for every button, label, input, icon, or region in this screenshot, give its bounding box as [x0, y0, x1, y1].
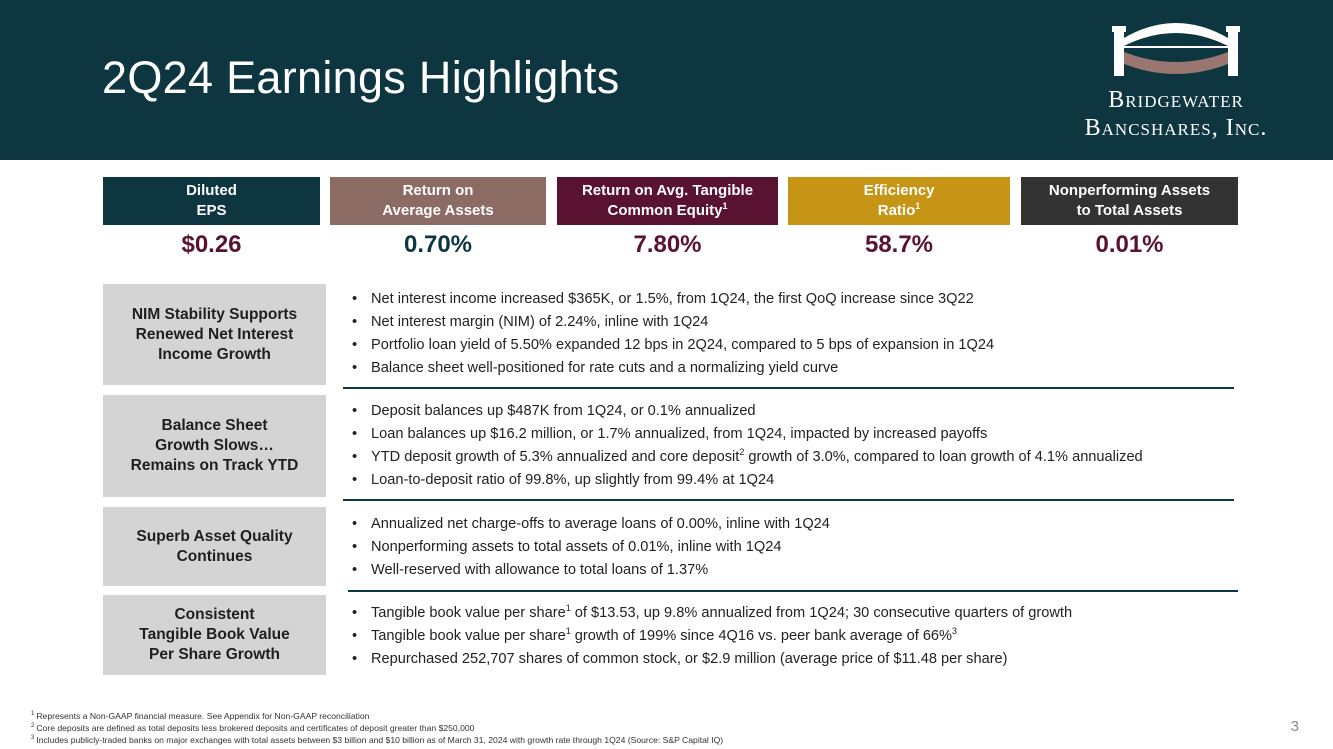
list-item: • Loan balances up $16.2 million, or 1.7%… — [352, 423, 1143, 446]
kpi-label-line1: Nonperforming Assets — [1048, 182, 1211, 199]
section-label-line: Consistent — [174, 606, 255, 623]
section-label-line: Superb Asset Quality — [136, 527, 293, 545]
header-banner: 2Q24 Earnings Highlights Bridgewater Ban… — [0, 0, 1333, 160]
footnote-ref: 1 — [565, 603, 571, 614]
list-item: • Portfolio loan yield of 5.50% expanded … — [352, 334, 994, 357]
section-label-line: Income Growth — [158, 345, 271, 363]
bullet-icon: • — [352, 628, 358, 644]
page-number: 3 — [1290, 718, 1299, 735]
footnotes: 1 Represents a Non-GAAP financial measure… — [31, 710, 723, 746]
list-item: • Well-reserved with allowance to total l… — [352, 559, 830, 582]
logo-name-line2: Bancshares, Inc. — [1084, 115, 1268, 141]
bullet-icon: • — [352, 516, 358, 532]
kpi-label-roaa: Return on Average Assets — [330, 177, 546, 225]
bullet-list-nim: • Net interest income increased $365K, or… — [352, 288, 994, 380]
list-item: • YTD deposit growth of 5.3% annualized a… — [352, 446, 1143, 469]
bullet-icon: • — [352, 449, 358, 465]
list-item: • Nonperforming assets to total assets of… — [352, 536, 830, 559]
kpi-label-line1: Return on Avg. Tangible — [581, 182, 754, 199]
list-item: • Tangible book value per share1 of $13.5… — [352, 602, 1072, 625]
bullet-list-balance-sheet: • Deposit balances up $487K from 1Q24, or… — [352, 400, 1143, 492]
section-label-line: Remains on Track YTD — [130, 457, 299, 474]
kpi-label-rotce: Return on Avg. Tangible Common Equity1 — [557, 177, 778, 225]
bullet-icon: • — [352, 539, 358, 555]
bullet-icon: • — [352, 360, 358, 376]
list-item: • Net interest income increased $365K, or… — [352, 288, 994, 311]
bullet-list-tangible-book-value: • Tangible book value per share1 of $13.5… — [352, 602, 1072, 671]
footnote: 3 Includes publicly-traded banks on major… — [31, 735, 724, 745]
section-label-line: Growth Slows… — [155, 437, 274, 454]
section-divider — [343, 499, 1234, 501]
section-label-line: Continues — [176, 547, 253, 565]
footnote: 2 Core deposits are defined as total depo… — [31, 723, 475, 733]
bullet-icon: • — [352, 651, 358, 667]
company-logo: Bridgewater Bancshares, Inc. — [1058, 16, 1294, 146]
footnote-ref: 1 — [915, 201, 921, 211]
bullet-icon: • — [352, 314, 358, 330]
kpi-label-npa-ratio: Nonperforming Assets to Total Assets — [1021, 177, 1238, 225]
list-item: • Tangible book value per share1 growth o… — [352, 625, 1072, 648]
kpi-label-line1: Efficiency — [863, 182, 935, 199]
list-item: • Annualized net charge-offs to average l… — [352, 513, 830, 536]
kpi-label-line2: Average Assets — [382, 202, 494, 219]
kpi-label-diluted-eps: Diluted EPS — [103, 177, 320, 225]
list-item: • Balance sheet well-positioned for rate … — [352, 357, 994, 380]
page-title: 2Q24 Earnings Highlights — [102, 52, 620, 103]
kpi-label-line2: EPS — [196, 202, 227, 219]
list-item: • Deposit balances up $487K from 1Q24, or… — [352, 400, 1143, 423]
bullet-icon: • — [352, 337, 358, 353]
list-item: • Loan-to-deposit ratio of 99.8%, up slig… — [352, 469, 1143, 492]
bullet-icon: • — [352, 291, 358, 307]
kpi-value-diluted-eps: $0.26 — [181, 231, 242, 258]
footnote-ref: 3 — [952, 626, 958, 637]
section-label-line: Renewed Net Interest — [135, 325, 294, 343]
section-divider — [343, 387, 1234, 389]
kpi-label-efficiency-ratio: Efficiency Ratio1 — [788, 177, 1010, 225]
section-label-line: NIM Stability Supports — [131, 305, 298, 323]
kpi-value-efficiency-ratio: 58.7% — [864, 231, 934, 258]
section-divider — [348, 590, 1238, 592]
kpi-value-npa-ratio: 0.01% — [1095, 231, 1164, 258]
kpi-label-line1: Return on — [402, 182, 474, 199]
kpi-value-roaa: 0.70% — [403, 231, 473, 258]
kpi-label-line2: Ratio1 — [877, 201, 921, 220]
bullet-icon: • — [352, 403, 358, 419]
list-item: • Net interest margin (NIM) of 2.24%, inl… — [352, 311, 994, 334]
footnote-ref: 2 — [739, 447, 745, 458]
bullet-list-asset-quality: • Annualized net charge-offs to average l… — [352, 513, 830, 582]
section-label-nim: NIM Stability Supports Renewed Net Inter… — [103, 284, 326, 385]
bullet-icon: • — [352, 472, 358, 488]
bullet-icon: • — [352, 605, 358, 621]
section-label-asset-quality: Superb Asset Quality Continues — [103, 507, 326, 586]
list-item: • Repurchased 252,707 shares of common st… — [352, 648, 1072, 671]
footnote: 1 Represents a Non-GAAP financial measure… — [31, 711, 370, 721]
section-label-line: Tangible Book Value — [139, 626, 290, 643]
footnote-ref: 1 — [722, 201, 728, 211]
kpi-label-line1: Diluted — [186, 182, 237, 199]
section-label-line: Balance Sheet — [161, 417, 268, 434]
kpi-label-line2: Common Equity1 — [607, 201, 728, 220]
bullet-icon: • — [352, 426, 358, 442]
bridge-logo-icon — [1112, 23, 1240, 76]
kpi-label-line2: to Total Assets — [1076, 202, 1183, 219]
bullet-icon: • — [352, 562, 358, 578]
section-label-line: Per Share Growth — [149, 646, 280, 663]
section-label-tangible-book-value: Consistent Tangible Book Value Per Share… — [103, 595, 326, 675]
footnote-ref: 1 — [565, 626, 571, 637]
section-label-balance-sheet: Balance Sheet Growth Slows… Remains on T… — [103, 395, 326, 497]
kpi-value-rotce: 7.80% — [633, 231, 702, 258]
logo-name-line1: Bridgewater — [1108, 87, 1244, 113]
